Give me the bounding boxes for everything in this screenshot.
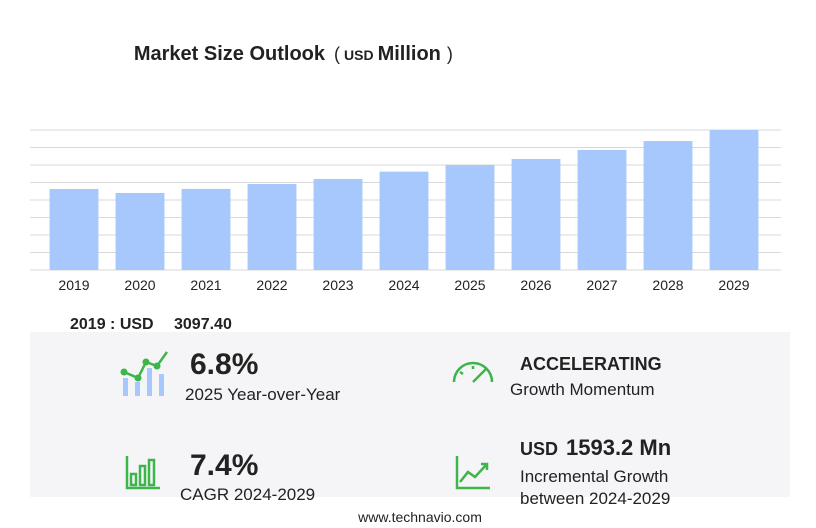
incremental-value: 1593.2 Mn — [566, 435, 671, 460]
incremental-icon — [455, 456, 490, 490]
x-tick-label: 2027 — [586, 277, 617, 293]
x-tick-label: 2022 — [256, 277, 287, 293]
bar — [181, 188, 231, 270]
x-tick-label: 2024 — [388, 277, 419, 293]
bar — [709, 130, 759, 270]
bar — [313, 178, 363, 270]
bar — [511, 158, 561, 270]
incremental-label-2: between 2024-2029 — [520, 489, 670, 508]
x-tick-label: 2021 — [190, 277, 221, 293]
chart-title: Market Size Outlook — [134, 43, 326, 65]
summary-panel — [30, 332, 790, 497]
footer: www.technavio.com — [357, 509, 482, 525]
momentum-value: ACCELERATING — [520, 354, 662, 374]
x-tick-label: 2025 — [454, 277, 485, 293]
yoy-label: 2025 Year-over-Year — [185, 385, 341, 404]
unit-open: ( — [334, 44, 340, 64]
x-tick-label: 2028 — [652, 277, 683, 293]
yoy-icon — [120, 351, 169, 396]
bar — [247, 183, 297, 270]
base-label: 2019 : USD — [70, 316, 154, 333]
momentum-icon — [452, 361, 494, 383]
incremental-currency: USD — [520, 439, 558, 459]
x-tick-label: 2029 — [718, 277, 749, 293]
momentum-label: Growth Momentum — [510, 380, 655, 399]
cagr-label: CAGR 2024-2029 — [180, 485, 315, 504]
x-tick-label: 2023 — [322, 277, 353, 293]
yoy-value: 6.8% — [190, 348, 258, 381]
x-tick-label: 2026 — [520, 277, 551, 293]
unit-name: Million — [378, 43, 441, 65]
unit-close: ) — [447, 44, 453, 64]
bar — [445, 164, 495, 270]
incremental-label-1: Incremental Growth — [520, 467, 668, 486]
x-tick-label: 2020 — [124, 277, 155, 293]
bar — [577, 149, 627, 270]
x-tick-label: 2019 — [58, 277, 89, 293]
bar — [379, 171, 429, 270]
bar — [49, 188, 99, 270]
bar — [115, 192, 165, 270]
unit-label: (USD Million) — [334, 43, 453, 65]
cagr-icon — [125, 456, 160, 490]
cagr-value: 7.4% — [190, 449, 258, 482]
bar — [643, 140, 693, 270]
base-value: 3097.40 — [174, 316, 232, 333]
unit-currency: USD — [344, 47, 374, 63]
